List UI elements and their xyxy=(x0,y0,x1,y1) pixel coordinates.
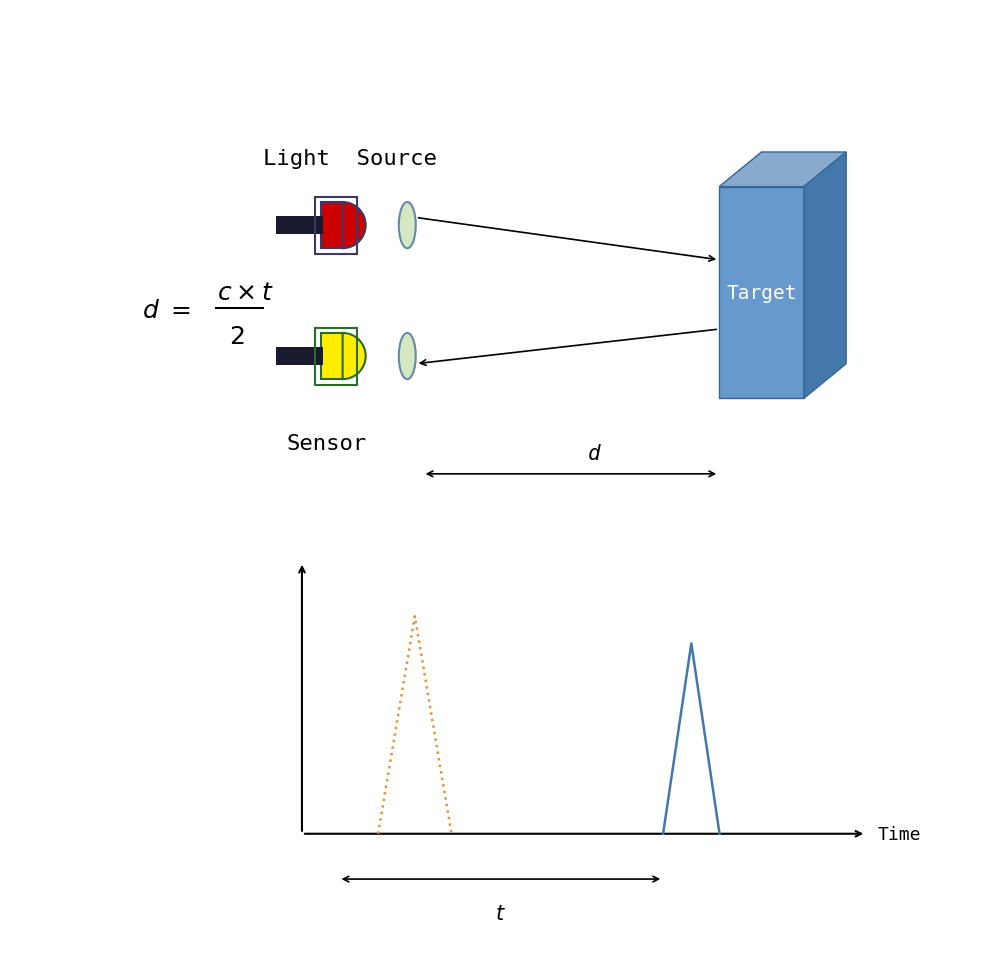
Text: d: d xyxy=(588,443,600,463)
Text: Time: Time xyxy=(877,825,921,842)
Text: $d\ =\ $: $d\ =\ $ xyxy=(142,298,191,322)
FancyBboxPatch shape xyxy=(276,348,323,366)
FancyBboxPatch shape xyxy=(321,334,343,379)
Text: Light  Source: Light Source xyxy=(262,149,437,169)
Text: $2$: $2$ xyxy=(229,324,245,349)
FancyBboxPatch shape xyxy=(321,203,343,249)
Text: Sensor: Sensor xyxy=(286,434,366,454)
FancyBboxPatch shape xyxy=(276,216,323,235)
Wedge shape xyxy=(343,203,365,249)
Polygon shape xyxy=(719,152,846,188)
FancyBboxPatch shape xyxy=(719,188,804,399)
Text: $c \times t$: $c \times t$ xyxy=(217,281,274,305)
Text: t: t xyxy=(495,902,504,923)
Ellipse shape xyxy=(399,203,416,249)
Ellipse shape xyxy=(399,334,416,379)
Polygon shape xyxy=(804,152,846,399)
Wedge shape xyxy=(343,334,365,379)
Text: Target: Target xyxy=(727,284,797,303)
